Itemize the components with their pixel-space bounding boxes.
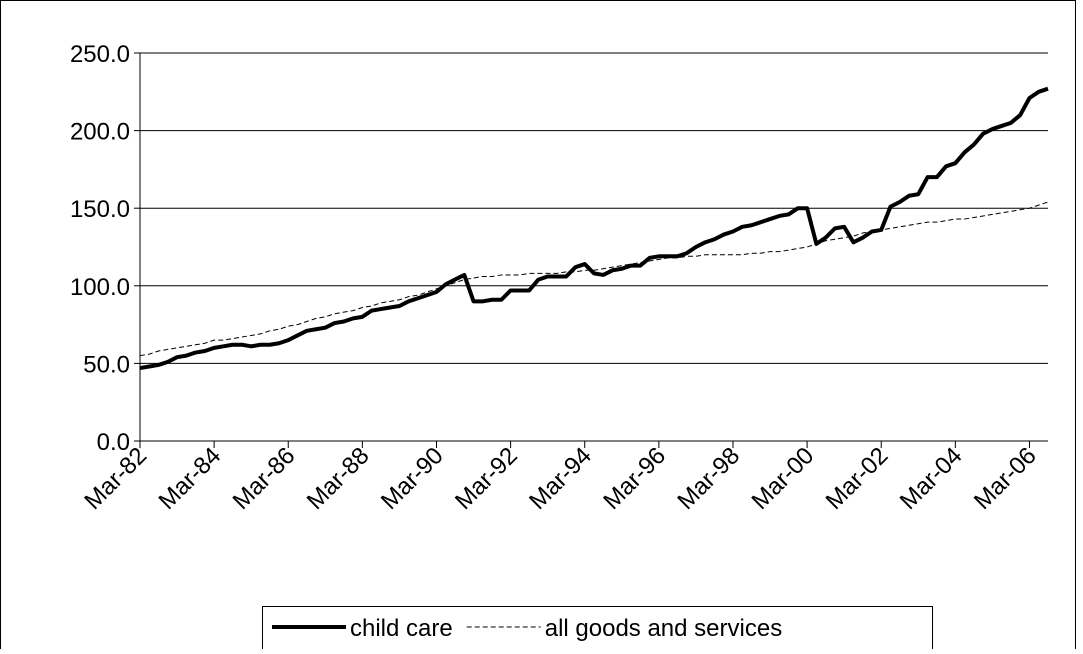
y-tick-label: 250.0: [70, 41, 130, 68]
y-tick-label: 0.0: [97, 429, 130, 456]
y-tick-label: 150.0: [70, 196, 130, 223]
y-tick-label: 50.0: [83, 351, 130, 378]
y-tick-label: 100.0: [70, 274, 130, 301]
legend-box: [262, 606, 933, 654]
legend: child care all goods and services: [262, 606, 933, 654]
legend-label: all goods and services: [545, 615, 782, 642]
legend-label: child care: [350, 615, 453, 642]
y-tick-label: 200.0: [70, 119, 130, 146]
series-line: [139, 86, 1049, 371]
series-line: [139, 201, 1049, 357]
